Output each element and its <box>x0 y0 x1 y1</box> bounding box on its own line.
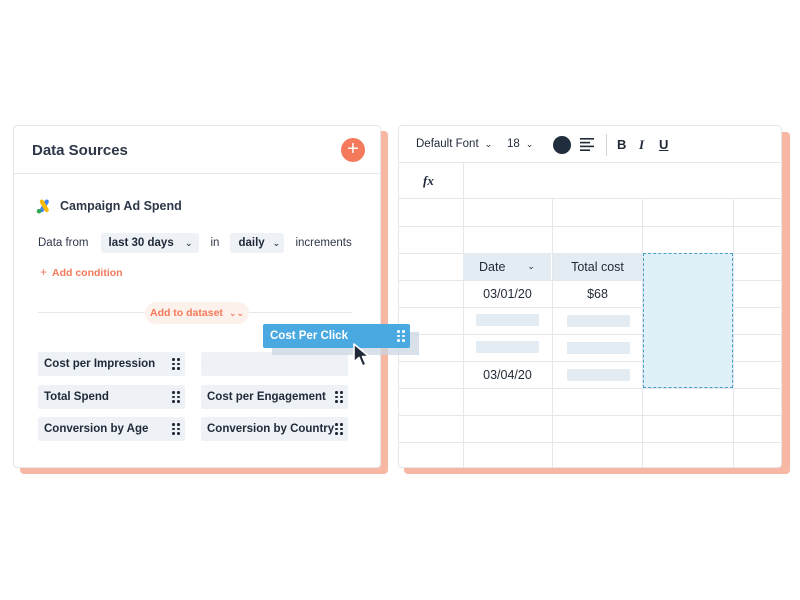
cell-date-row-1[interactable]: 03/01/20 <box>483 287 532 301</box>
column-header-total-cost[interactable]: Total cost <box>553 253 642 280</box>
grid-row-line <box>399 361 781 362</box>
drag-handle-icon[interactable] <box>335 391 343 403</box>
plus-icon: + <box>40 265 48 279</box>
add-data-source-button[interactable]: + <box>341 138 365 162</box>
metric-chip-conversion-by-age[interactable]: Conversion by Age <box>38 417 185 441</box>
grid-col-line <box>642 199 643 467</box>
grid-col-line <box>733 199 734 467</box>
chevron-down-icon: ⌄ <box>272 237 281 248</box>
drag-handle-icon[interactable] <box>335 423 343 435</box>
grid-row-line <box>399 226 781 227</box>
data-sources-title: Data Sources <box>32 142 128 159</box>
italic-button[interactable]: I <box>639 137 645 152</box>
add-condition-label: Add condition <box>52 267 123 279</box>
formula-bar[interactable]: fx <box>399 163 781 199</box>
loading-placeholder <box>567 369 630 381</box>
filter-prefix: Data from <box>38 237 89 249</box>
formula-separator <box>463 163 464 199</box>
data-sources-panel: Data Sources + Campaign Ad Spend Data fr… <box>13 125 381 468</box>
grid-col-line <box>463 199 464 467</box>
align-text-icon[interactable] <box>580 138 594 151</box>
add-to-dataset-label: Add to dataset <box>149 307 223 319</box>
plus-icon: + <box>347 138 359 160</box>
text-color-button[interactable] <box>553 136 571 154</box>
metric-chip-cost-per-impression[interactable]: Cost per Impression <box>38 352 185 376</box>
toolbar-separator <box>606 134 607 156</box>
column-header-label: Date <box>479 259 506 274</box>
metric-chip-label: Conversion by Age <box>44 423 149 435</box>
grid-row-line <box>399 334 781 335</box>
data-source-item[interactable]: Campaign Ad Spend <box>36 196 182 216</box>
drag-handle-icon[interactable] <box>397 330 405 342</box>
metric-chip-label: Cost per Impression <box>44 358 156 370</box>
add-to-dataset-button[interactable]: Add to dataset ⌄⌄ <box>145 302 249 324</box>
filter-suffix: increments <box>295 237 352 249</box>
grid-row-line <box>399 415 781 416</box>
date-range-select[interactable]: last 30 days ⌄ <box>100 233 199 253</box>
bold-button[interactable]: B <box>617 137 627 152</box>
column-drop-zone[interactable] <box>643 253 733 388</box>
data-source-name: Campaign Ad Spend <box>60 199 182 213</box>
font-size-select[interactable]: 18 ⌄ <box>507 138 533 150</box>
grid-col-line <box>552 199 553 467</box>
font-family-select[interactable]: Default Font ⌄ <box>416 138 492 150</box>
metric-chip-label: Cost per Engagement <box>207 391 326 403</box>
formula-fx-icon: fx <box>423 173 434 188</box>
drag-handle-icon[interactable] <box>172 423 180 435</box>
metric-chip-label: Total Spend <box>44 391 109 403</box>
metric-chip-total-spend[interactable]: Total Spend <box>38 385 185 409</box>
metric-chip-conversion-by-country[interactable]: Conversion by Country <box>201 417 348 441</box>
underline-button[interactable]: U <box>659 137 669 152</box>
format-toolbar: Default Font ⌄ 18 ⌄ B I U <box>399 126 781 163</box>
column-header-label: Total cost <box>571 259 624 274</box>
loading-placeholder <box>476 341 539 353</box>
cell-cost-row-1[interactable]: $68 <box>587 287 608 301</box>
loading-placeholder <box>476 314 539 326</box>
chevron-down-icon: ⌄ <box>484 139 493 149</box>
drag-handle-icon[interactable] <box>172 391 180 403</box>
spreadsheet-editor: Default Font ⌄ 18 ⌄ B I U fx Date ⌄ <box>398 125 782 468</box>
font-family-value: Default Font <box>416 138 479 150</box>
chevron-down-icon[interactable]: ⌄ <box>527 261 535 271</box>
metric-chip-label: Conversion by Country <box>207 423 335 435</box>
dragging-metric-label: Cost Per Click <box>270 330 348 342</box>
empty-metric-slot <box>201 352 348 376</box>
add-condition-link[interactable]: + Add condition <box>40 265 123 279</box>
chevron-down-icon: ⌄ <box>184 237 193 248</box>
date-range-value: last 30 days <box>108 237 174 249</box>
increment-value: daily <box>238 237 265 249</box>
loading-placeholder <box>567 315 630 327</box>
grid-row-line <box>399 307 781 308</box>
font-size-value: 18 <box>507 138 520 150</box>
filter-joiner: in <box>210 237 220 249</box>
dragging-metric-chip[interactable]: Cost Per Click <box>263 324 410 348</box>
column-header-date[interactable]: Date ⌄ <box>463 253 551 280</box>
data-sources-header: Data Sources + <box>14 126 380 174</box>
loading-placeholder <box>567 342 630 354</box>
grid-row-line <box>399 388 781 389</box>
grid-row-line <box>399 442 781 443</box>
grid-row-line <box>399 280 781 281</box>
cell-date-row-4[interactable]: 03/04/20 <box>483 368 532 382</box>
increment-select[interactable]: daily ⌄ <box>230 233 285 253</box>
google-ads-logo-icon <box>36 199 49 214</box>
chevron-down-icon: ⌄ <box>525 139 534 149</box>
double-chevron-down-icon: ⌄⌄ <box>228 307 244 318</box>
drag-handle-icon[interactable] <box>172 358 180 370</box>
filter-row: Data from last 30 days ⌄ in daily ⌄ incr… <box>38 233 352 253</box>
mouse-pointer-icon <box>353 343 370 367</box>
metric-chip-cost-per-engagement[interactable]: Cost per Engagement <box>201 385 348 409</box>
